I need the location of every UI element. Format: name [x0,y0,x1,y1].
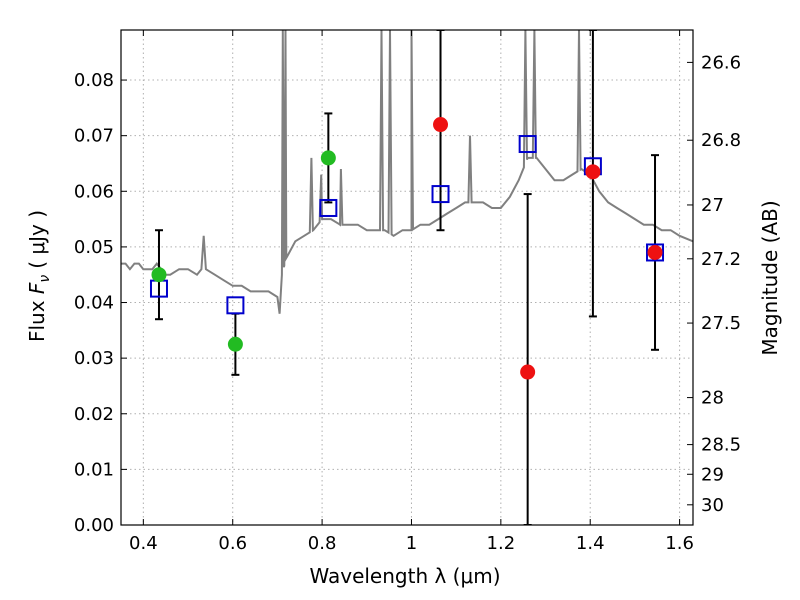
x-axis-label: Wavelength λ (μm) [309,564,500,588]
x-tick-label: 1.6 [665,533,694,554]
red-point [585,164,601,180]
mag-tick-label: 28.5 [701,435,741,456]
mag-tick-label: 28 [701,388,724,409]
x-tick-label: 1 [406,533,417,554]
mag-tick-label: 26.8 [701,130,741,151]
grid [121,30,693,526]
mag-tick-label: 27.2 [701,249,741,270]
y-axis-label-symbol: F [25,282,49,294]
y-tick-label: 0.06 [74,181,114,202]
axis-ticks: 0.4 0.6 0.8 1 1.2 1.4 1.6 0.00 0.01 0.02 0.03 0.04 0… [74,30,741,554]
x-tick-label: 0.6 [218,533,247,554]
x-tick-label: 0.4 [129,533,158,554]
mag-tick-label: 27.5 [701,313,741,334]
y-tick-label: 0.02 [74,404,114,425]
x-tick-label: 1.4 [576,533,605,554]
model-square [518,135,537,154]
green-point [151,267,167,283]
y-tick-label: 0.07 [74,126,114,147]
model-square [319,198,338,217]
x-tick-label: 0.8 [308,533,337,554]
mag-tick-label: 26.6 [701,52,741,73]
plot-frame [120,29,694,526]
model-square [431,185,450,204]
green-point [320,150,336,166]
right-axis-label: Magnitude (AB) [758,200,782,355]
plot-area [121,30,693,525]
y-tick-label: 0.01 [74,459,114,480]
y-axis-label-subscript: ν [37,275,53,283]
y-tick-label: 0.08 [74,70,114,91]
mag-tick-label: 30 [701,495,724,516]
y-axis-label-unit: ( μJy ) [25,210,49,269]
model-square [646,243,665,262]
y-tick-label: 0.03 [74,348,114,369]
spectrum-line [121,30,693,314]
mag-tick-label: 29 [701,464,724,485]
red-point [433,117,449,133]
red-point [520,364,536,380]
y-axis-label-prefix: Flux [25,294,49,342]
y-tick-label: 0.04 [74,293,114,314]
y-tick-label: 0.05 [74,237,114,258]
green-point [227,336,243,352]
y-axis-label: Flux Fν ( μJy ) [25,210,53,342]
model-square [226,296,245,315]
red-point [647,244,663,260]
mag-tick-label: 27 [701,195,724,216]
y-tick-label: 0.00 [74,515,114,536]
x-tick-label: 1.2 [487,533,516,554]
